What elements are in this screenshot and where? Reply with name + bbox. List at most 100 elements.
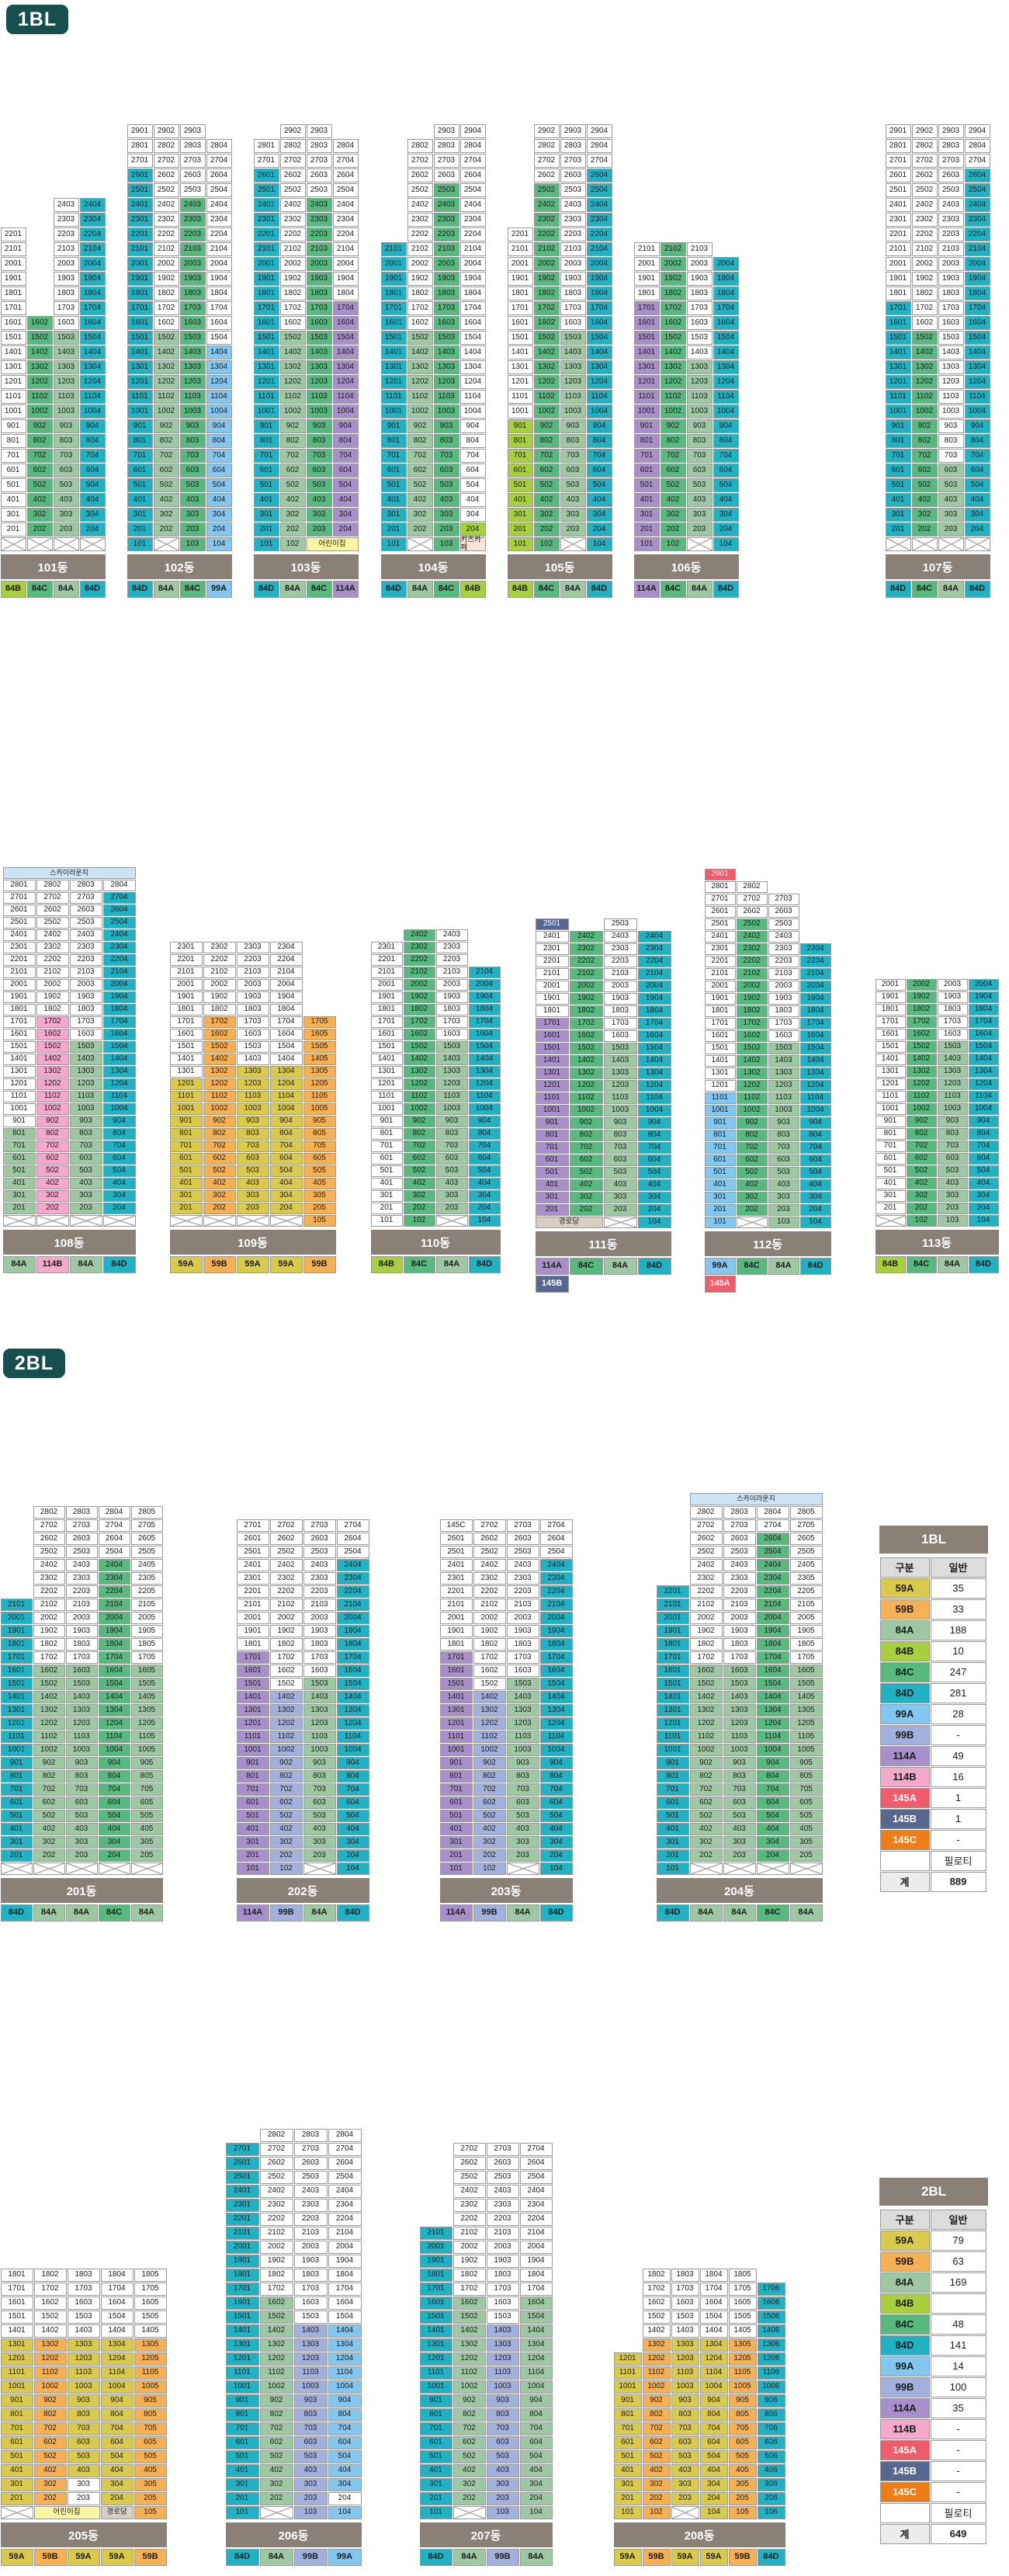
floor-row-15: 1501 1502 1503 1504: [535, 1042, 671, 1054]
legend-type-cell: 59A: [879, 2230, 930, 2251]
unit-cell: 1201: [370, 1078, 403, 1090]
floor-row-6: 601 602 603 604 605: [0, 2435, 167, 2449]
unit-cell: 502: [906, 1165, 937, 1177]
floor-row-19: 1901 1903 1904: [0, 271, 106, 286]
unit-cell: 1204: [637, 1079, 671, 1092]
unit-cell: 903: [306, 418, 332, 433]
floor-row-10: 1001 1002 1003 1004: [370, 1102, 501, 1115]
unit-cell: 2001: [656, 1611, 689, 1624]
unit-cell: 1101: [875, 1090, 906, 1102]
unit-cell: 2101: [419, 2226, 452, 2240]
unit-type-cell: 84C: [756, 1904, 789, 1922]
unit-cell: 1604: [713, 315, 739, 330]
unit-cell: 1702: [660, 300, 686, 315]
building-name-bar: 202동: [236, 1878, 369, 1903]
unit-cell: 2101: [633, 241, 660, 256]
unit-cell: 1004: [206, 404, 232, 418]
unit-cell: 901: [169, 1115, 203, 1127]
unit-cell: 1102: [906, 1090, 937, 1102]
unit-cell: 204: [328, 2491, 362, 2505]
unit-cell: 2101: [370, 966, 403, 978]
unit-cell: 1201: [0, 1717, 33, 1730]
unit-cell: 2103: [938, 241, 964, 256]
unit-cell: 1501: [419, 2310, 452, 2324]
unit-cell: 1603: [433, 315, 459, 330]
floor-row-4: 401 402 403 404: [875, 1177, 999, 1189]
legend-count-cell: 28: [930, 1703, 986, 1724]
unit-cell: 2302: [533, 212, 560, 227]
unit-cell: 2802: [36, 879, 69, 891]
unit-cell: 202: [269, 1849, 303, 1862]
unit-cell: 1203: [938, 374, 964, 389]
floor-row-6: 601 602 603 604: [419, 2435, 553, 2449]
unit-cell: 1103: [65, 1730, 98, 1743]
unit-cell: 2002: [403, 978, 435, 991]
floor-row-16: 1602 1603 1604 1605 1606: [613, 2296, 785, 2310]
skylounge-cell: 스카이라운지: [2, 866, 136, 879]
floor-row-13: 1301 1302 1303 1304: [535, 1067, 671, 1079]
unit-cell: 2502: [473, 1545, 506, 1558]
unit-cell: 305: [303, 1189, 336, 1202]
floor-row-26: 2602 2603 2604: [380, 168, 486, 182]
unit-cell: 1704: [328, 2282, 362, 2296]
unit-cell: 501: [253, 477, 279, 492]
floor-row-16: 1601 1602 1603 1604: [507, 315, 612, 330]
unit-cell: 101: [419, 2505, 452, 2519]
unit-cell: 1004: [336, 1743, 369, 1756]
unit-cell: 1604: [328, 2296, 362, 2310]
unit-cell: 1502: [533, 330, 560, 345]
unit-cell: 1303: [506, 1703, 539, 1717]
unit-cell: 1303: [768, 1067, 799, 1079]
unit-cell: 604: [206, 463, 232, 477]
unit-type-cell: 84A: [723, 1904, 756, 1922]
unit-cell: 1602: [911, 315, 938, 330]
unit-cell: 304: [968, 1189, 999, 1202]
unit-cell: 1001: [0, 2380, 33, 2394]
unit-cell: 802: [403, 1127, 435, 1140]
unit-cell: 901: [704, 1116, 736, 1129]
section-badge-2bl: 2BL: [3, 1349, 65, 1378]
legend-count-cell: 79: [930, 2230, 986, 2251]
unit-cell: 1705: [789, 1651, 823, 1664]
unit-cell: 201: [535, 1203, 569, 1216]
unit-cell: 1403: [179, 345, 206, 359]
unit-cell: 1605: [133, 2296, 167, 2310]
floor-row-21: 2101 2102 2103 2104: [253, 241, 359, 256]
unit-cell: 105: [303, 1214, 336, 1227]
unit-cell: 2101: [236, 1598, 269, 1611]
building-name-bar: 110동: [370, 1230, 501, 1255]
floor-row-22: 2201 2202 2203 2204: [885, 227, 990, 241]
unit-cell: 504: [269, 1165, 303, 1177]
unit-cell: 1702: [153, 300, 179, 315]
unit-cell: 1404: [699, 2324, 728, 2338]
floor-row-6: 601 602 603 604: [507, 463, 612, 477]
unit-cell: 2805: [789, 1505, 823, 1519]
unit-cell: 102: [403, 1214, 435, 1227]
unit-cell: 2702: [533, 153, 560, 168]
unit-cell: 1402: [642, 2324, 671, 2338]
unit-cell: 1204: [699, 2352, 728, 2366]
legend-total-row: 계 889: [879, 1871, 990, 1892]
unit-cell: 1404: [519, 2324, 553, 2338]
unit-cell: 1003: [69, 1102, 102, 1115]
floor-row-17: 1701 1702 1703 1704 1705: [656, 1651, 823, 1664]
unit-cell: 2301: [127, 212, 153, 227]
unit-type-cell: 99B: [293, 2548, 328, 2566]
unit-cell: 1603: [65, 1664, 98, 1677]
unit-cell: 2301: [535, 943, 569, 955]
unit-cell: 1804: [699, 2268, 728, 2282]
unit-cell: 2003: [293, 2240, 328, 2254]
unit-cell: 1204: [964, 374, 990, 389]
unit-cell: 1404: [328, 2324, 362, 2338]
unit-cell: 2004: [98, 1611, 130, 1624]
unit-cell: 1601: [127, 315, 153, 330]
unit-cell: 301: [225, 2477, 259, 2491]
unit-cell: 1901: [2, 991, 36, 1003]
unit-type-cell: 59B: [33, 2548, 67, 2566]
floor-row-20: 2001 2002 2003 2004: [875, 978, 999, 991]
unit-cell: 2303: [723, 1571, 756, 1585]
unit-cell: 803: [179, 433, 206, 448]
unit-cell: 1701: [0, 1651, 33, 1664]
unit-cell: 1304: [756, 1703, 789, 1717]
unit-cell: 1202: [736, 1079, 768, 1092]
